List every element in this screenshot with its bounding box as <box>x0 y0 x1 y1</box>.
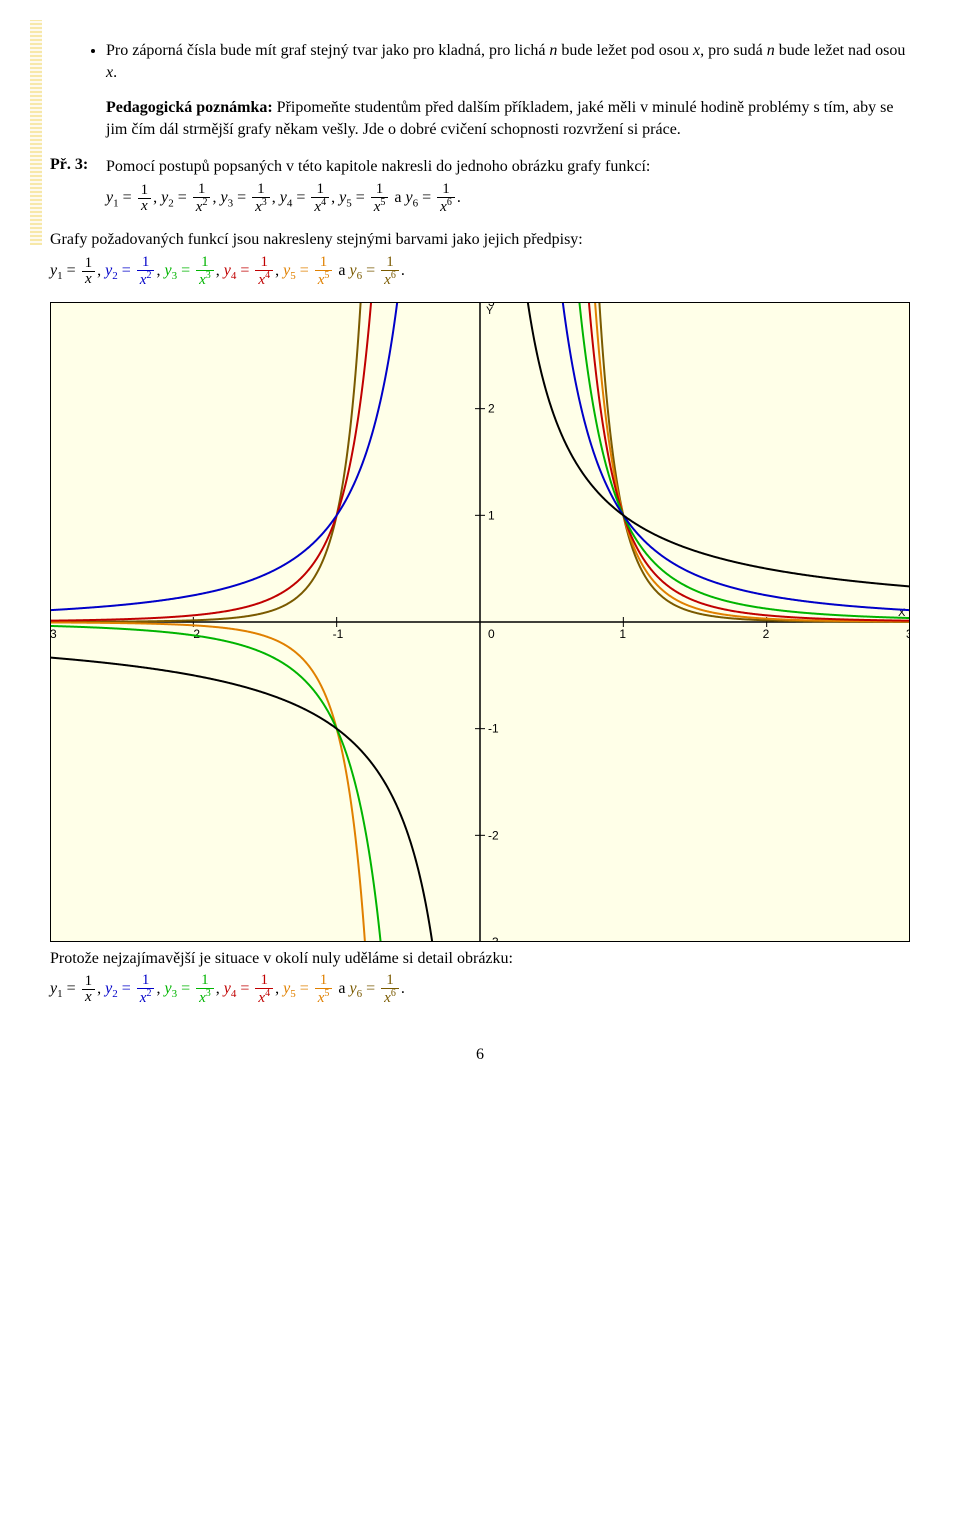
dot: . <box>457 189 461 206</box>
svg-text:-2: -2 <box>488 828 499 842</box>
y: y <box>220 189 227 206</box>
formula-line-3: y1 = 1x, y2 = 1x2, y3 = 1x3, y4 = 1x4, y… <box>50 973 910 1006</box>
txt: . <box>113 64 117 81</box>
svg-text:1: 1 <box>488 508 495 522</box>
frac: 1x6 <box>437 182 455 215</box>
var-n: n <box>767 42 775 59</box>
svg-text:-3: -3 <box>488 935 499 942</box>
eq: = <box>233 189 250 206</box>
frac: 1x <box>138 183 152 214</box>
formula-line-1: y1 = 1x, y2 = 1x2, y3 = 1x3, y4 = 1x4, y… <box>106 182 910 215</box>
and: a <box>390 189 405 206</box>
eq: = <box>292 189 309 206</box>
svg-text:2: 2 <box>488 401 495 415</box>
svg-text:-3: -3 <box>50 627 57 641</box>
c: , <box>331 189 339 206</box>
below-chart-text: Protože nejzajímavější je situace v okol… <box>50 948 910 970</box>
y: y <box>280 189 287 206</box>
svg-text:-2: -2 <box>189 627 200 641</box>
svg-text:-1: -1 <box>488 721 499 735</box>
example-intro: Pomocí postupů popsaných v této kapitole… <box>106 156 650 178</box>
svg-text:0: 0 <box>488 627 495 641</box>
txt: bude ležet pod osou <box>557 42 693 59</box>
page-number: 6 <box>50 1046 910 1064</box>
example-row: Př. 3: Pomocí postupů popsaných v této k… <box>50 156 910 178</box>
eq: = <box>418 189 435 206</box>
svg-text:-1: -1 <box>333 627 344 641</box>
y: y <box>406 189 413 206</box>
c: , <box>153 189 161 206</box>
c: , <box>272 189 280 206</box>
pedagogical-note: Pedagogická poznámka: Připomeňte student… <box>106 97 910 140</box>
margin-stripe <box>30 20 42 245</box>
bullet-item: Pro záporná čísla bude mít graf stejný t… <box>106 40 910 83</box>
function-chart: -3-2-10123-3-2-1123XY <box>50 302 910 942</box>
txt: bude ležet nad osou <box>775 42 906 59</box>
svg-text:Y: Y <box>486 305 494 317</box>
frac: 1x3 <box>252 182 270 215</box>
svg-text:2: 2 <box>763 627 770 641</box>
txt: , pro sudá <box>700 42 767 59</box>
eq: = <box>119 189 136 206</box>
frac: 1x4 <box>311 182 329 215</box>
var-x: x <box>693 42 700 59</box>
frac: 1x2 <box>193 182 211 215</box>
eq: = <box>174 189 191 206</box>
chart-svg: -3-2-10123-3-2-1123XY <box>50 302 910 942</box>
formula-line-2: y1 = 1x, y2 = 1x2, y3 = 1x3, y4 = 1x4, y… <box>50 255 910 288</box>
txt: Pro záporná čísla bude mít graf stejný t… <box>106 42 549 59</box>
pedag-label: Pedagogická poznámka: <box>106 99 273 116</box>
eq: = <box>352 189 369 206</box>
svg-text:1: 1 <box>619 627 626 641</box>
example-label: Př. 3: <box>50 156 106 178</box>
colored-intro: Grafy požadovaných funkcí jsou nakreslen… <box>50 229 910 251</box>
bullet-list: Pro záporná čísla bude mít graf stejný t… <box>50 40 910 83</box>
frac: 1x5 <box>371 182 389 215</box>
